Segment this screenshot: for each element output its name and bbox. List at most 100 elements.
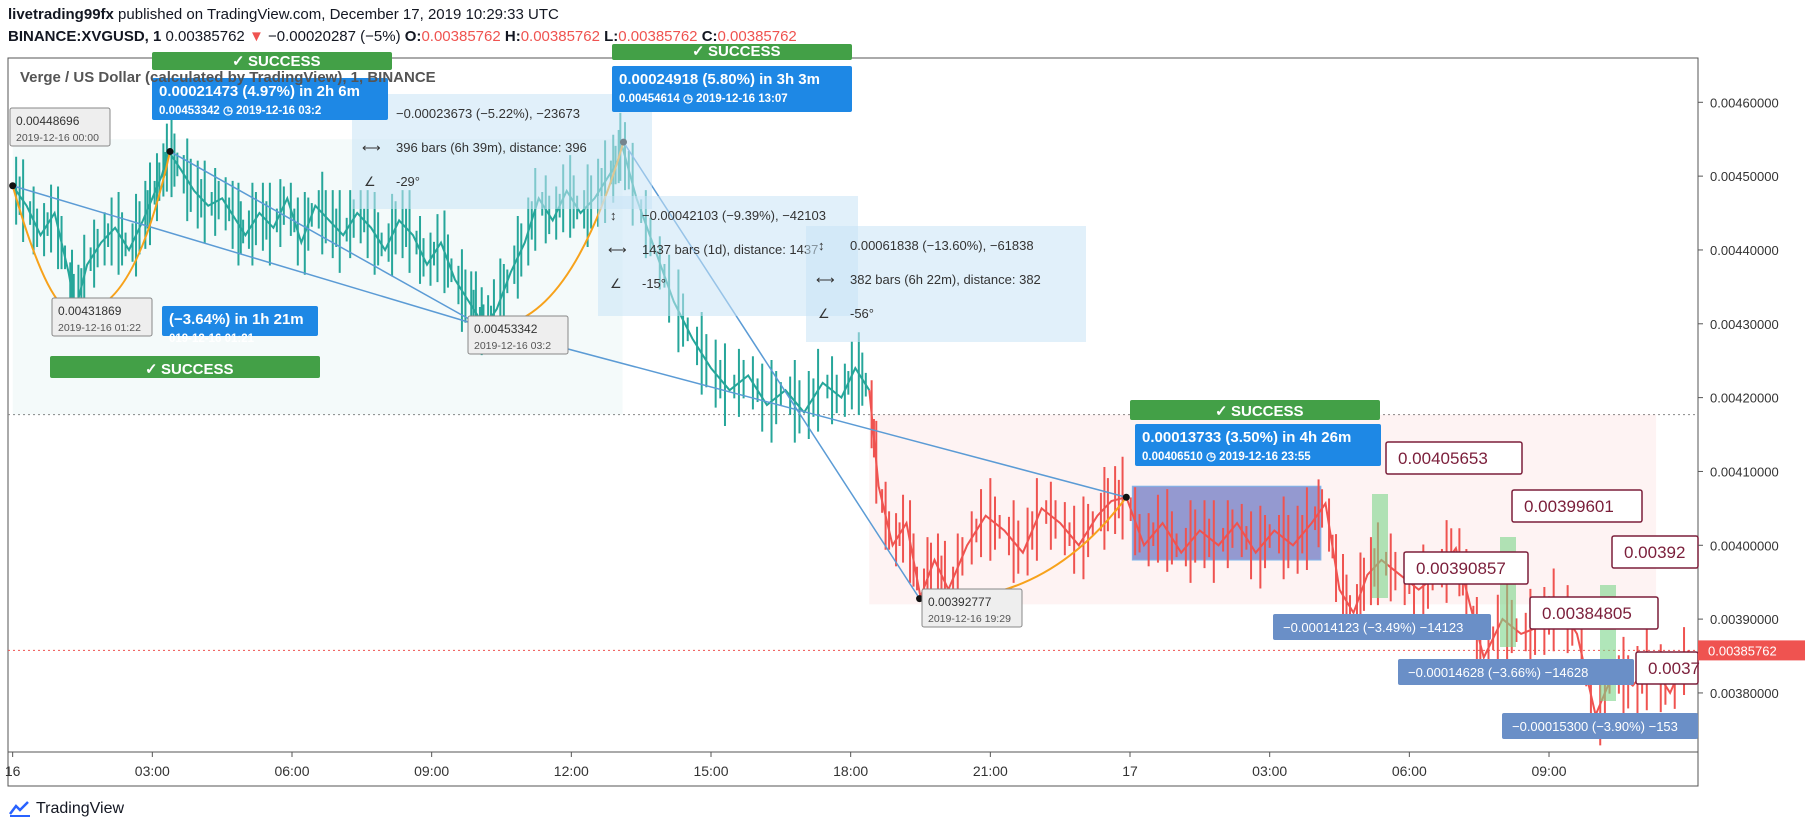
publisher-name[interactable]: livetrading99fx [8, 6, 114, 23]
measure-angle: -56° [850, 306, 874, 321]
measure-boxes[interactable]: ↕ −0.00023673 (−5.22%), −23673 ⟷ 396 bars (… [352, 94, 1086, 342]
x-tick-label: 17 [1122, 763, 1138, 779]
price-callout[interactable]: 0.0037 [1635, 651, 1700, 685]
open-label: O: [404, 28, 422, 45]
pivot-label[interactable]: 0.00453342 2019-12-16 03:2 [467, 315, 569, 355]
move-label-title: 0.00021473 (4.97%) in 2h 6m [159, 83, 360, 100]
move-label-box [612, 66, 852, 112]
drop-label[interactable]: −0.00014123 (−3.49%) −14123 [1273, 614, 1491, 640]
y-tick-label: 0.00450000 [1710, 169, 1779, 184]
price-callout[interactable]: 0.00405653 [1385, 441, 1523, 475]
callout-box [1529, 596, 1659, 630]
angle-icon: ∠ [610, 276, 622, 291]
callout-text: 0.00399601 [1524, 497, 1614, 516]
success-badge-bg [1130, 400, 1380, 420]
success-text: SUCCESS [248, 53, 321, 70]
pivot-label[interactable]: 0.00392777 2019-12-16 19:29 [921, 588, 1023, 628]
success-badge[interactable]: ✓ SUCCESS [50, 356, 320, 378]
price-callout[interactable]: 0.00392 [1611, 535, 1699, 569]
success-text: SUCCESS [161, 361, 234, 378]
publish-line: livetrading99fx published on TradingView… [8, 6, 559, 23]
success-badge[interactable]: ✓ SUCCESS [1130, 400, 1380, 420]
move-label[interactable]: 0.00021473 (4.97%) in 2h 6m 0.00453342 ◷ … [152, 78, 388, 120]
grid [8, 414, 1698, 651]
pivot-point[interactable] [166, 147, 174, 155]
pivot-label-box [51, 297, 153, 337]
drop-label[interactable]: −0.00014628 (−3.66%) −14628 [1398, 659, 1634, 685]
pivot-label-box [467, 315, 569, 355]
pivot-price: 0.00431869 [58, 304, 122, 318]
move-label[interactable]: 0.00013733 (3.50%) in 4h 26m 0.00406510 ◷… [1135, 424, 1381, 466]
range-box[interactable] [1131, 485, 1322, 561]
measure-bars: 396 bars (6h 39m), distance: 396 [396, 140, 587, 155]
pivot-point[interactable] [9, 182, 17, 190]
move-label-sub: 0.00453342 ◷ 2019-12-16 03:2 [159, 105, 321, 117]
drop-bar [1372, 494, 1388, 598]
x-tick-label: 06:00 [1392, 763, 1427, 779]
price-callout[interactable]: 0.00390857 [1403, 551, 1529, 585]
x-tick-label: 09:00 [414, 763, 449, 779]
callout-text: 0.00405653 [1398, 449, 1488, 468]
drop-label-text: −0.00014628 (−3.66%) −14628 [1408, 665, 1588, 680]
x-tick-label: 18:00 [833, 763, 868, 779]
callout-box [1403, 551, 1529, 585]
current-price-text: 0.00385762 [1708, 643, 1777, 658]
check-icon: ✓ [232, 53, 245, 70]
success-badge-bg [50, 356, 320, 378]
pivot-price: 0.00453342 [474, 322, 538, 336]
close-label: C: [701, 28, 718, 45]
success-badge[interactable]: ✓ SUCCESS [612, 43, 852, 60]
trend-ray[interactable] [481, 325, 1127, 498]
footer[interactable]: TradingView [8, 800, 124, 818]
drop-label[interactable]: −0.00015300 (−3.90%) −153 [1502, 713, 1698, 739]
callout-box [1511, 489, 1643, 523]
measure-box[interactable]: ↕−0.00023673 (−5.22%), −23673⟷396 bars (… [352, 94, 652, 209]
callout-box [1385, 441, 1523, 475]
y-tick-label: 0.00410000 [1710, 464, 1779, 479]
pivot-time: 2019-12-16 01:22 [58, 322, 141, 334]
measure-angle: -29° [396, 174, 420, 189]
close-value: 0.00385762 [717, 28, 797, 45]
drop-label-text: −0.00015300 (−3.90%) −153 [1512, 719, 1678, 734]
pivot-label[interactable]: 0.00431869 2019-12-16 01:22 [51, 297, 153, 337]
price-callout[interactable]: 0.00384805 [1529, 596, 1659, 630]
pivot-point[interactable] [916, 595, 924, 603]
tradingview-logo-icon [9, 801, 30, 817]
x-tick-label: 12:00 [554, 763, 589, 779]
y-tick-label: 0.00440000 [1710, 243, 1779, 258]
success-text: SUCCESS [708, 43, 781, 60]
callout-box [1635, 651, 1699, 685]
angle-icon: ∠ [364, 174, 376, 189]
x-tick-label: 16 [5, 763, 21, 779]
bar-range-icon: ⟷ [608, 242, 627, 257]
bar-range-icon: ⟷ [816, 272, 835, 287]
price-axis[interactable]: 0.00460000 0.00450000 0.00440000 0.00430000… [1698, 95, 1805, 701]
measure-bars: 1437 bars (1d), distance: 1437 [642, 242, 818, 257]
move-label-box [1135, 424, 1381, 466]
time-axis[interactable]: 16 03:00 06:00 09:00 12:00 15:00 18:00 21:00 17 0… [5, 752, 1567, 779]
trend-ray[interactable] [12, 185, 482, 327]
trend-ray[interactable] [169, 150, 482, 327]
high-label: H: [504, 28, 521, 45]
low-label: L: [604, 28, 619, 45]
measure-price: −0.00023673 (−5.22%), −23673 [396, 106, 580, 121]
measure-box[interactable]: ↕ 0.00061838 (−13.60%), −61838 ⟷ 382 bars (… [806, 226, 1086, 342]
last-price: 0.00385762 [165, 28, 245, 45]
move-label[interactable]: 0.00024918 (5.80%) in 3h 3m 0.00454614 ◷ … [612, 66, 852, 112]
success-badge[interactable]: ✓ SUCCESS [152, 52, 392, 70]
callout-text: 0.0037 [1648, 659, 1700, 678]
price-callout[interactable]: 0.00399601 [1511, 489, 1643, 523]
check-icon: ✓ [145, 361, 158, 378]
pivot-label[interactable]: 0.00448696 2019-12-16 00:00 [9, 107, 111, 147]
measure-price: 0.00061838 (−13.60%), −61838 [850, 238, 1034, 253]
move-label-box [152, 78, 388, 120]
low-value: 0.00385762 [618, 28, 698, 45]
move-label-box [162, 306, 318, 336]
drop-label-box [1398, 659, 1634, 685]
move-label-sub: 019-12-16 01:21 [169, 333, 255, 345]
move-label[interactable]: (−3.64%) in 1h 21m 019-12-16 01:21 [162, 306, 318, 345]
labels[interactable]: 0.00448696 2019-12-16 00:00 0.00431869 2019… [9, 43, 1700, 739]
pivot-point[interactable] [1122, 493, 1130, 501]
price-line-0[interactable] [11, 141, 623, 328]
